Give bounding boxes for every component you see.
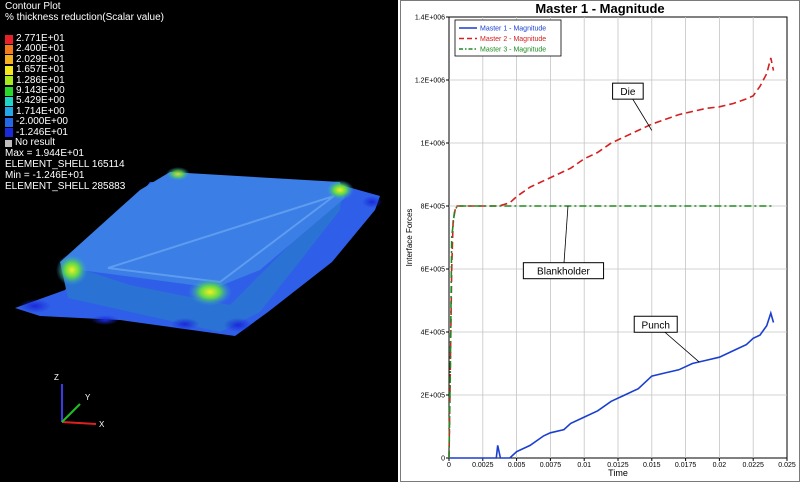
legend-value: 5.429E+00	[16, 95, 65, 107]
legend-value: 2.029E+01	[16, 53, 65, 65]
annotation-label: Punch	[642, 320, 670, 331]
xy-plot[interactable]: Master 1 - Magnitude 0 0.0025 0.005 0.0075 0.…	[400, 0, 800, 482]
chart-legend	[454, 19, 562, 57]
legend-swatch	[5, 44, 13, 54]
chart-title: Master 1 - Magnitude	[535, 1, 664, 16]
y-tick-label: 1.4E+006	[415, 15, 445, 22]
contour-title: Contour Plot	[5, 1, 61, 12]
x-tick-label: 0	[447, 462, 451, 469]
legend-swatch	[5, 107, 13, 117]
x-axis-label: Time	[608, 468, 628, 478]
legend-entry: 1.657E+01	[5, 65, 65, 75]
hotspot-front-left	[56, 254, 88, 286]
thin-spot-1	[19, 299, 51, 313]
axis-triad	[61, 384, 97, 425]
info-max: Max = 1.944E+01	[5, 148, 84, 159]
legend-label: Master 1 - Magnitude	[480, 26, 546, 33]
x-tick-label: 0.015	[643, 462, 661, 469]
legend-swatch	[5, 96, 13, 106]
x-tick-label: 0.025	[778, 462, 796, 469]
annotation-box	[633, 315, 678, 333]
thin-spot-4	[224, 318, 252, 332]
x-tick-label: 0.02	[713, 462, 727, 469]
y-tick-label: 1.2E+006	[415, 78, 445, 85]
legend-swatch	[5, 76, 13, 86]
no-result-swatch	[5, 139, 12, 147]
legend-entry: 2.771E+01	[5, 34, 65, 44]
annotation-label: Blankholder	[537, 267, 590, 278]
legend-swatch	[5, 117, 13, 127]
info-min: Min = -1.246E+01	[5, 170, 85, 181]
y-axis-label: Interface Forces	[405, 209, 414, 267]
annotation-leader	[563, 205, 569, 271]
part-top-face	[60, 172, 345, 288]
y-tick-label: 1E+006	[421, 141, 445, 148]
legend-value: -1.246E+01	[16, 126, 68, 138]
legend-entry: 2.400E+01	[5, 44, 65, 54]
contour-viewport[interactable]: Contour Plot % thickness reduction(Scala…	[0, 0, 398, 482]
legend-entry: 1.714E+00	[5, 105, 65, 117]
legend-value: 1.657E+01	[16, 64, 65, 76]
annotation-box	[612, 82, 644, 100]
legend-entry: -1.246E+01	[5, 126, 68, 138]
axis-x-label: X	[99, 420, 105, 429]
series-line-3	[448, 205, 774, 459]
legend-value: 2.400E+01	[16, 43, 65, 55]
legend-entry: 9.143E+00	[5, 86, 65, 96]
annotation-box	[522, 262, 605, 280]
legend-entry: 2.029E+01	[5, 53, 65, 65]
y-tick-label: 4E+005	[421, 330, 445, 337]
thin-spot-3	[171, 318, 199, 330]
part-sidewall	[60, 192, 342, 332]
y-tick-label: 8E+005	[421, 204, 445, 211]
legend-swatch	[5, 65, 13, 75]
y-tick-label: 0	[441, 456, 445, 463]
info-min-element: ELEMENT_SHELL 285883	[5, 181, 126, 192]
x-tick-label: 0.01	[577, 462, 591, 469]
annotation-label: Die	[620, 87, 635, 98]
y-tick-label: 6E+005	[421, 267, 445, 274]
hotspot-front-right	[188, 278, 232, 306]
legend-swatch	[5, 34, 13, 44]
legend-swatch	[5, 55, 13, 65]
hotspot-back-right	[326, 180, 354, 200]
x-tick-label: 0.0025	[472, 462, 494, 469]
axis-y-label: Y	[85, 393, 91, 402]
plot-window[interactable]: Master 1 - Magnitude 0 0.0025 0.005 0.0075 0.…	[400, 0, 800, 482]
legend-swatch	[5, 86, 13, 96]
legend-value: 1.286E+01	[16, 74, 65, 86]
legend-value: 9.143E+00	[16, 85, 65, 96]
legend-label: Master 2 - Magnitude	[480, 36, 546, 43]
legend-entry: -2.000E+00	[5, 117, 68, 127]
x-tick-label: 0.0075	[540, 462, 562, 469]
thin-spot-5	[362, 196, 382, 208]
legend-value: 1.714E+00	[16, 105, 65, 117]
legend-entry: 1.286E+01	[5, 74, 65, 86]
series-line-1	[449, 310, 775, 459]
legend-value: -2.000E+00	[16, 116, 68, 128]
y-tick-label: 2E+005	[421, 393, 445, 400]
no-result-label: No result	[15, 137, 56, 148]
info-max-element: ELEMENT_SHELL 165114	[5, 159, 125, 170]
no-result-row: No result	[5, 138, 55, 148]
contour-model	[15, 167, 382, 425]
thin-spot-2	[91, 315, 119, 325]
x-tick-label: 0.0125	[607, 462, 629, 469]
legend-label: Master 3 - Magnitude	[480, 47, 546, 54]
legend-entry: 5.429E+00	[5, 96, 65, 106]
x-tick-label: 0.0225	[742, 462, 764, 469]
legend-value: 2.771E+01	[16, 33, 65, 44]
axis-z-label: Z	[54, 373, 59, 382]
x-tick-label: 0.0175	[675, 462, 697, 469]
legend-swatch	[5, 128, 13, 138]
hotspot-back-left	[166, 167, 190, 181]
part-edge-line	[107, 195, 335, 284]
series-line-2	[448, 57, 775, 459]
x-tick-label: 0.005	[508, 462, 526, 469]
contour-subtitle: % thickness reduction(Scalar value)	[5, 12, 164, 23]
